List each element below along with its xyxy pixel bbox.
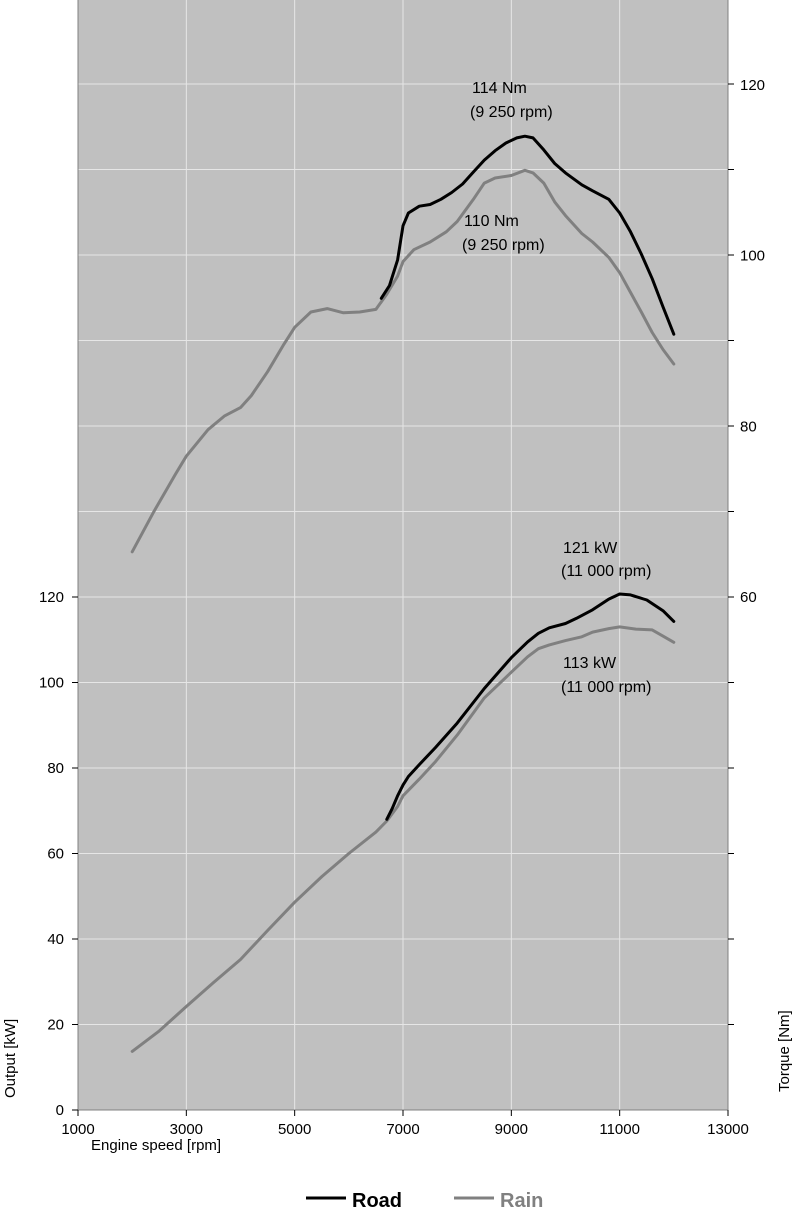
annotation-rain-power-rpm: (11 000 rpm) [561, 679, 651, 696]
x-tick-label: 11000 [599, 1121, 640, 1138]
y-right-tick-label: 120 [740, 77, 765, 94]
x-tick-label: 9000 [495, 1121, 528, 1138]
legend-label-road: Road [352, 1190, 402, 1210]
annotation-road-power-rpm: (11 000 rpm) [561, 563, 651, 580]
tick-labels: 1000 3000 5000 7000 9000 11000 13000 0 20 40 60 80 1… [39, 77, 765, 1138]
annotation-rain-torque-value: 110 Nm [464, 213, 519, 230]
series-line-rain-torque [130, 168, 676, 554]
x-tick-label: 5000 [278, 1121, 311, 1138]
y-left-tick-label: 20 [47, 1017, 64, 1034]
y-left-tick-label: 120 [39, 589, 64, 606]
x-axis-label: Engine speed [rpm] [91, 1137, 221, 1154]
x-tick-label: 7000 [386, 1121, 419, 1138]
annotation-rain-torque-rpm: (9 250 rpm) [462, 237, 545, 254]
y-axis-left-label: Output [kW] [2, 1019, 19, 1098]
x-tick-label: 3000 [170, 1121, 203, 1138]
annotation-road-power-value: 121 kW [563, 540, 618, 557]
legend-label-rain: Rain [500, 1190, 543, 1210]
series-line-road-torque [379, 134, 676, 336]
y-left-tick-label: 80 [47, 760, 64, 777]
series-line-rain-power [130, 625, 676, 1053]
series-layer [130, 134, 676, 1053]
y-left-tick-label: 40 [47, 931, 64, 948]
tick-marks [72, 83, 734, 1116]
series-line-road-power [385, 592, 676, 821]
y-right-tick-label: 60 [740, 589, 757, 606]
y-right-tick-label: 80 [740, 418, 757, 435]
annotation-rain-torque: 110 Nm (9 250 rpm) [462, 213, 545, 254]
grid-lines [78, 0, 728, 1110]
y-left-tick-label: 100 [39, 675, 64, 692]
annotation-road-torque-rpm: (9 250 rpm) [470, 104, 553, 121]
y-left-tick-label: 60 [47, 846, 64, 863]
y-left-tick-label: 0 [56, 1102, 64, 1119]
y-axis-right-label: Torque [Nm] [776, 1010, 793, 1092]
annotation-road-torque: 114 Nm (9 250 rpm) [470, 80, 553, 121]
annotation-rain-power-value: 113 kW [563, 655, 617, 672]
x-tick-label: 1000 [61, 1121, 94, 1138]
annotation-road-power: 121 kW (11 000 rpm) [561, 540, 651, 580]
legend: Road Rain [306, 1190, 543, 1210]
annotation-rain-power: 113 kW (11 000 rpm) [561, 655, 651, 696]
annotation-road-torque-value: 114 Nm [472, 80, 527, 97]
y-right-tick-label: 100 [740, 248, 765, 265]
x-tick-label: 13000 [707, 1121, 749, 1138]
